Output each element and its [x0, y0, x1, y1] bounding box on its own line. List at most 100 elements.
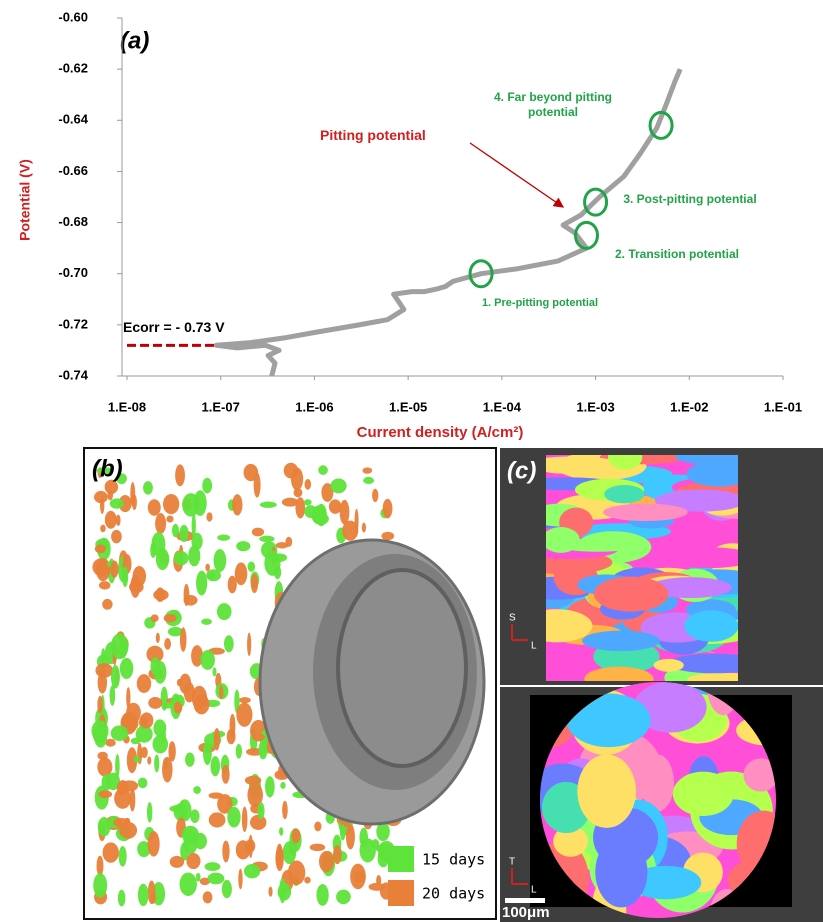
deposit [346, 824, 355, 849]
deposit [282, 498, 299, 507]
deposit [148, 881, 156, 905]
deposit [174, 702, 183, 714]
deposit [259, 536, 274, 542]
deposit [154, 755, 159, 773]
deposit [163, 702, 173, 708]
deposit [242, 807, 248, 832]
legend-label: 15 days [422, 851, 485, 869]
deposit [363, 477, 374, 484]
deposit [251, 574, 258, 593]
deposit [147, 802, 152, 822]
deposit [310, 844, 325, 852]
x-tick-label: 1.E-03 [576, 399, 614, 414]
deposit [182, 493, 199, 516]
deposit [268, 886, 272, 896]
grain [603, 504, 688, 521]
y-tick-label: -0.70 [58, 265, 88, 280]
y-tick-label: -0.74 [58, 367, 88, 382]
deposit [190, 809, 200, 823]
deposit [203, 891, 213, 903]
x-tick-label: 1.E-01 [764, 399, 802, 414]
scale-bar [505, 898, 545, 903]
deposit [180, 627, 187, 652]
deposit [212, 667, 216, 676]
deposit [97, 696, 103, 714]
deposit [105, 511, 117, 529]
deposit [138, 778, 148, 789]
scale-bar-label: 100μm [502, 904, 550, 921]
deposit [259, 740, 268, 759]
deposit [214, 728, 220, 750]
deposit [236, 541, 250, 551]
deposit [245, 776, 261, 785]
deposit [118, 890, 126, 907]
deposit [305, 479, 312, 490]
deposit [147, 756, 151, 764]
deposit [202, 478, 212, 494]
deposit [175, 464, 185, 486]
deposit [252, 528, 264, 537]
deposit [148, 499, 161, 516]
deposit [222, 880, 232, 898]
deposit [134, 756, 140, 763]
deposit [363, 467, 373, 473]
grain [577, 754, 636, 827]
deposit [232, 494, 242, 515]
grain [542, 527, 580, 553]
deposit [111, 665, 120, 689]
deposit [166, 516, 173, 523]
deposit [130, 575, 140, 598]
legend-swatch [388, 846, 414, 872]
axis-letter: S [509, 613, 516, 624]
deposit [362, 522, 366, 532]
deposit [110, 498, 124, 508]
deposit [214, 549, 227, 572]
deposit [95, 663, 113, 678]
x-tick-label: 1.E-04 [483, 399, 522, 414]
grain [684, 610, 738, 642]
deposit [126, 687, 130, 708]
deposit [164, 638, 171, 650]
y-tick-label: -0.64 [58, 112, 88, 127]
deposit [238, 869, 242, 890]
x-tick-label: 1.E-02 [670, 399, 708, 414]
deposit [111, 725, 129, 741]
deposit [156, 633, 160, 643]
deposit [282, 801, 288, 819]
deposit [291, 468, 303, 491]
deposit [193, 786, 201, 794]
deposit [318, 465, 328, 475]
deposit [285, 537, 292, 547]
deposit [122, 566, 128, 587]
deposit [148, 831, 160, 857]
deposit [131, 738, 141, 744]
deposit [111, 633, 129, 659]
deposit [102, 599, 112, 610]
deposit [207, 573, 215, 580]
deposit [141, 747, 148, 758]
deposit [224, 635, 234, 652]
deposit [330, 478, 346, 493]
deposit [113, 818, 129, 827]
deposit [150, 657, 160, 675]
deposit [275, 846, 283, 871]
grain [673, 772, 734, 816]
deposit [260, 502, 277, 508]
deposit [207, 873, 224, 885]
deposit [353, 871, 365, 882]
deposit [97, 856, 104, 877]
deposit [138, 884, 149, 907]
deposit [265, 776, 275, 797]
deposit [170, 856, 184, 868]
figure: (a) Potential (V) Current density (A/cm²… [0, 0, 823, 922]
deposit [96, 558, 110, 581]
grain [672, 518, 710, 532]
y-tick-label: -0.60 [58, 9, 88, 24]
deposit [151, 614, 159, 622]
deposit [304, 877, 311, 884]
deposit [372, 489, 378, 502]
deposit [239, 697, 251, 703]
grain [604, 485, 644, 503]
deposit [98, 817, 111, 837]
deposit [257, 802, 264, 819]
